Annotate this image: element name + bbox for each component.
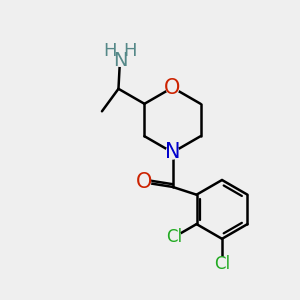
Circle shape	[166, 146, 179, 159]
Text: N: N	[113, 51, 127, 70]
Text: O: O	[136, 172, 152, 192]
Text: H: H	[103, 42, 117, 60]
Text: H: H	[123, 42, 136, 60]
Text: O: O	[164, 78, 181, 98]
Circle shape	[168, 230, 181, 244]
Text: Cl: Cl	[214, 255, 230, 273]
Circle shape	[114, 54, 126, 66]
Circle shape	[166, 81, 179, 94]
Text: N: N	[165, 142, 180, 162]
Circle shape	[125, 46, 134, 56]
Text: Cl: Cl	[167, 228, 182, 246]
Circle shape	[137, 176, 151, 189]
Circle shape	[106, 46, 115, 56]
Circle shape	[215, 258, 229, 271]
